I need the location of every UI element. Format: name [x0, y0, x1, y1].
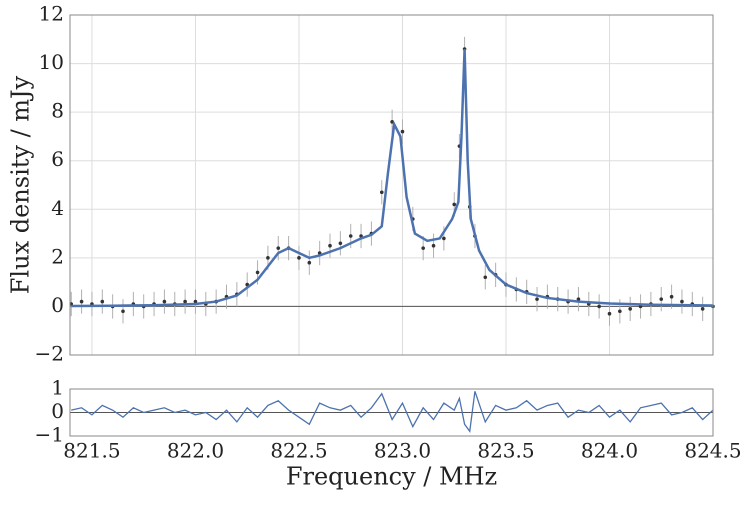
- plot-frame: [69, 14, 714, 356]
- x-tick-label: 822.5: [270, 439, 327, 463]
- x-tick-label: 822.0: [167, 439, 224, 463]
- data-point: [618, 309, 622, 314]
- data-point: [379, 190, 384, 195]
- data-point: [307, 260, 312, 265]
- data-point: [162, 299, 167, 304]
- data-point: [400, 129, 405, 134]
- data-point: [79, 299, 84, 304]
- data-point: [597, 304, 601, 309]
- data-point: [669, 294, 674, 299]
- data-point: [421, 246, 425, 250]
- x-tick-label: 824.5: [684, 439, 741, 463]
- data-point: [193, 299, 198, 304]
- x-tick-label: 824.0: [581, 439, 638, 463]
- data-point: [576, 297, 581, 301]
- data-point: [431, 243, 436, 248]
- y-tick-label: −1: [35, 423, 64, 447]
- data-point: [297, 256, 301, 260]
- data-point: [183, 299, 187, 304]
- data-point: [680, 299, 684, 304]
- line: [71, 48, 714, 308]
- y-tick-label: 12: [39, 2, 64, 26]
- y-axis-label: Flux density / mJy: [7, 75, 35, 294]
- data-point: [452, 202, 457, 207]
- plot-area: [70, 15, 713, 355]
- data-point: [328, 243, 332, 248]
- data-point: [266, 256, 270, 260]
- y-tick-label: 2: [51, 244, 64, 268]
- line: [71, 391, 714, 433]
- y-tick-label: 8: [51, 99, 64, 123]
- data-point: [659, 297, 664, 301]
- data-point: [442, 236, 446, 241]
- x-axis-label: Frequency / MHz: [286, 463, 497, 491]
- y-tick-label: 6: [51, 147, 64, 171]
- data-point: [276, 246, 281, 250]
- x-tick-label: 821.5: [63, 439, 120, 463]
- data-point: [338, 241, 343, 246]
- data-point: [255, 270, 260, 275]
- data-point: [121, 309, 125, 314]
- plot-frame: [69, 388, 714, 437]
- y-tick-label: 4: [51, 196, 64, 220]
- y-tick-label: 0: [51, 293, 64, 317]
- y-tick-label: −2: [35, 342, 64, 366]
- y-tick-label: 1: [51, 376, 64, 400]
- data-point: [535, 297, 539, 301]
- data-point: [390, 120, 394, 124]
- x-tick-label: 823.5: [477, 439, 534, 463]
- x-tick-label: 823.0: [374, 439, 431, 463]
- data-point: [607, 311, 612, 316]
- data-point: [628, 307, 632, 311]
- y-tick-label: 0: [51, 399, 64, 423]
- data-point: [700, 307, 705, 311]
- data-point: [348, 234, 353, 238]
- y-tick-label: 10: [39, 50, 64, 74]
- data-point: [483, 275, 488, 280]
- data-point: [100, 299, 105, 304]
